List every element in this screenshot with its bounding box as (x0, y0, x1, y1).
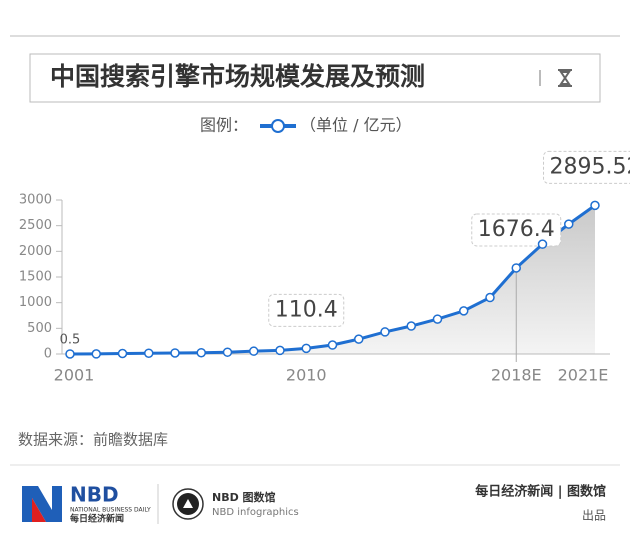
title-box (29, 53, 601, 103)
logo-info: NBD 图数馆 (212, 490, 276, 504)
nbd-logo-mark (22, 486, 62, 522)
credit: 每日经济新闻 | 图数馆 (475, 484, 606, 500)
point (275, 345, 285, 356)
point (91, 349, 101, 359)
point (354, 334, 364, 344)
point (65, 349, 75, 359)
point (301, 343, 311, 354)
chart-title: 中国搜索引擎市场规模发展及预测 (50, 62, 425, 91)
point (196, 347, 206, 358)
y-tick-label: 500 (27, 321, 52, 336)
point (590, 200, 600, 211)
data-label-group: 110.4 (268, 293, 345, 327)
logo-info-en: NBD infographics (212, 507, 299, 518)
y-tick-label: 2500 (19, 218, 52, 233)
point (485, 292, 495, 303)
title-icon (539, 69, 572, 87)
data-label-group: 2895.52 (543, 150, 630, 184)
y-tick-label: 1500 (19, 270, 52, 285)
point (537, 239, 548, 249)
data-label-box (471, 213, 562, 247)
point (117, 348, 128, 359)
legend-label: 图例： (200, 116, 248, 135)
data-label-box (543, 150, 630, 184)
y-tick-label: 1000 (19, 295, 52, 310)
point (380, 327, 390, 337)
logo-brand: NBD (70, 483, 119, 507)
data-label: 0.5 (60, 332, 81, 347)
y-tick-label: 3000 (19, 193, 52, 208)
x-tick-label: 2010 (286, 366, 327, 385)
point (222, 347, 233, 357)
x-tick-label: 2018E (491, 366, 542, 385)
point (459, 306, 469, 316)
point (432, 314, 443, 324)
point (564, 219, 574, 229)
y-tick-label: 2000 (19, 244, 52, 259)
info-logo-mark (172, 488, 204, 520)
data-label-group: 1676.4 (471, 213, 562, 247)
logo-brand-cn: 每日经济新闻 (70, 513, 124, 525)
logo-brand-en: NATIONAL BUSINESS DAILY (70, 507, 151, 514)
area (70, 205, 595, 354)
produced: 出品 (582, 509, 606, 523)
point (511, 263, 521, 273)
legend-unit: （单位 / 亿元） (300, 116, 412, 135)
legend-symbol (260, 119, 296, 133)
x-tick-label: 2021E (558, 366, 609, 385)
y-tick-label: 0 (44, 347, 52, 362)
point (327, 340, 338, 350)
point (406, 321, 416, 331)
x-tick-label: 2001 (54, 366, 95, 385)
source: 数据来源：前瞻数据库 (18, 431, 168, 449)
data-label-box (268, 293, 345, 327)
point (144, 348, 154, 358)
point (170, 348, 180, 358)
data-label: 2895.52 (550, 154, 630, 179)
data-label: 1676.4 (478, 217, 555, 242)
data-label: 110.4 (275, 297, 338, 322)
point (249, 346, 259, 356)
